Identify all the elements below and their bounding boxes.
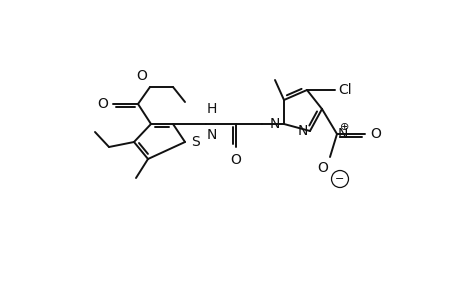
Text: S: S	[190, 135, 199, 149]
Text: O: O	[316, 161, 327, 175]
Text: ⊕: ⊕	[340, 122, 349, 132]
Text: H: H	[207, 102, 217, 116]
Text: N: N	[207, 128, 217, 142]
Text: O: O	[369, 127, 380, 141]
Text: −: −	[335, 174, 344, 184]
Text: Cl: Cl	[337, 83, 351, 97]
Text: N: N	[297, 124, 308, 138]
Text: O: O	[136, 69, 147, 83]
Text: N: N	[337, 127, 347, 141]
Text: O: O	[230, 153, 241, 167]
Text: N: N	[269, 117, 280, 131]
Text: O: O	[97, 97, 108, 111]
